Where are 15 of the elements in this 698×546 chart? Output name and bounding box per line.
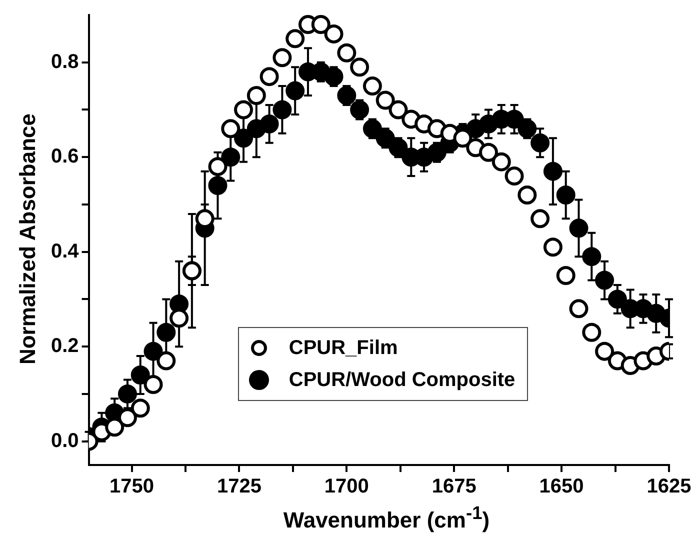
y-tick-label: 0.4: [50, 240, 80, 262]
x-axis-title: Wavenumber (cm$^{-1}$): [282, 502, 491, 534]
y-tick-label: 0.2: [50, 335, 79, 358]
y-tick-label: 0.6: [50, 146, 79, 168]
legend-label: CPUR_Film: [288, 336, 398, 360]
y-axis-title: Normalized Absorbance: [15, 112, 41, 367]
y-tick-label: 0.0: [50, 430, 79, 452]
legend-label: CPUR/Wood Composite: [288, 368, 516, 392]
x-tick-label: 1625: [646, 476, 692, 498]
x-tick-label: 1700: [324, 476, 369, 498]
y-tick-label: 0.8: [50, 50, 79, 73]
x-tick-label: 1650: [539, 476, 584, 498]
x-tick-label: 1725: [216, 476, 262, 498]
x-tick-label: 1750: [110, 476, 154, 498]
x-tick-label: 1675: [432, 476, 476, 498]
